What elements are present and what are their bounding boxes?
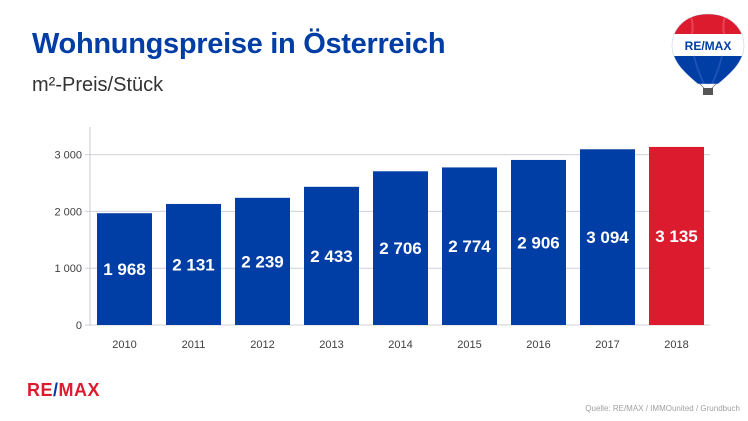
x-tick-label: 2015 bbox=[457, 339, 481, 351]
bar-2014 bbox=[373, 171, 428, 325]
data-label-2011: 2 131 bbox=[172, 255, 215, 274]
y-tick-label: 2 000 bbox=[54, 206, 82, 218]
balloon-logo-text: RE/MAX bbox=[685, 39, 732, 53]
bar-2011 bbox=[166, 203, 221, 325]
bar-2018 bbox=[649, 146, 704, 325]
footer-logo-slash: / bbox=[53, 380, 59, 400]
data-label-2018: 3 135 bbox=[655, 227, 698, 246]
remax-footer-logo: RE/MAX bbox=[27, 380, 100, 401]
footer-logo-re: RE bbox=[27, 380, 54, 400]
data-label-2010: 1 968 bbox=[103, 260, 146, 279]
bars bbox=[97, 146, 704, 325]
x-tick-label: 2010 bbox=[112, 339, 136, 351]
page-title: Wohnungspreise in Österreich bbox=[32, 28, 446, 60]
x-tick-label: 2012 bbox=[250, 339, 274, 351]
bar-2015 bbox=[442, 167, 497, 325]
bar-2013 bbox=[304, 186, 359, 325]
y-tick-labels: 0 1 000 2 000 3 000 bbox=[54, 150, 82, 332]
footer-logo-max: MAX bbox=[58, 380, 101, 400]
data-label-2014: 2 706 bbox=[379, 239, 422, 258]
bar-2012 bbox=[235, 197, 290, 325]
y-tick-label: 0 bbox=[76, 320, 82, 332]
remax-balloon-logo: RE/MAX bbox=[671, 13, 745, 95]
data-label-2017: 3 094 bbox=[586, 228, 629, 247]
data-label-2013: 2 433 bbox=[310, 247, 353, 266]
x-tick-label: 2018 bbox=[664, 339, 688, 351]
x-tick-label: 2013 bbox=[319, 339, 343, 351]
page-subtitle: m²-Preis/Stück bbox=[32, 74, 164, 96]
y-tick-label: 3 000 bbox=[54, 150, 82, 162]
bar-2017 bbox=[580, 149, 635, 325]
x-tick-label: 2014 bbox=[388, 339, 412, 351]
data-label-2016: 2 906 bbox=[517, 233, 560, 252]
data-label-2015: 2 774 bbox=[448, 237, 491, 256]
x-tick-label: 2016 bbox=[526, 339, 550, 351]
x-tick-labels: 2010 2011 2012 2013 2014 2015 2016 2017 2018 bbox=[112, 339, 688, 351]
data-labels: 1 968 2 131 2 239 2 433 2 706 2 774 2 906 3 094… bbox=[103, 227, 698, 279]
bar-2010 bbox=[97, 213, 152, 325]
y-tick-label: 1 000 bbox=[54, 263, 82, 275]
bar-2016 bbox=[511, 159, 566, 325]
data-label-2012: 2 239 bbox=[241, 252, 284, 271]
x-tick-label: 2017 bbox=[595, 339, 619, 351]
source-note: Quelle: RE/MAX / IMMOunited / Grundbuch bbox=[585, 404, 740, 413]
x-tick-label: 2011 bbox=[182, 339, 206, 351]
